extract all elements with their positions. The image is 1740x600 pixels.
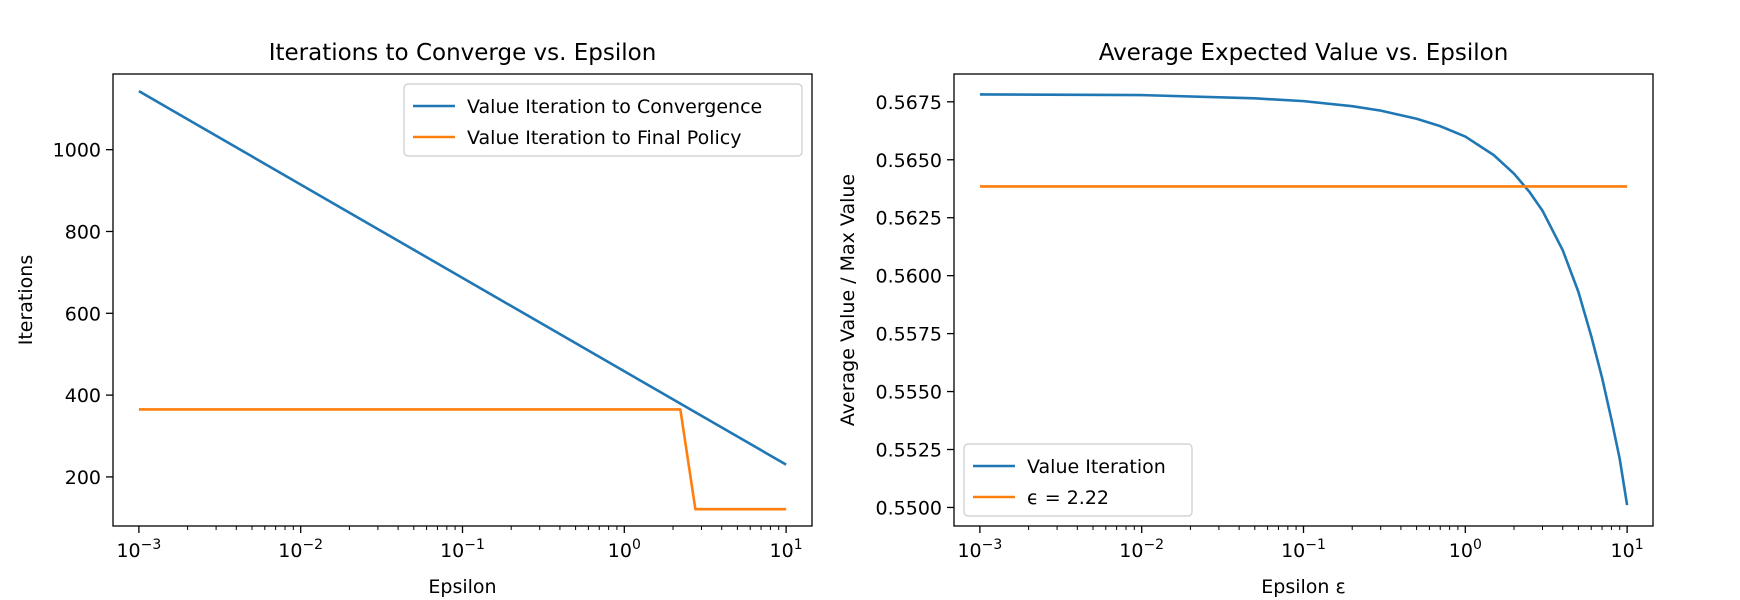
y-tick-label: 0.5550 (876, 382, 942, 404)
y-tick-label: 1000 (53, 140, 101, 162)
y-axis-label: Average Value / Max Value (837, 174, 859, 426)
series-lines (979, 93, 1629, 506)
y-tick-label: 600 (65, 303, 101, 325)
y-tick-label: 0.5525 (876, 440, 942, 462)
chart-title: Average Expected Value vs. Epsilon (1099, 40, 1509, 66)
series-line-1 (979, 93, 1629, 506)
y-tick-label: 800 (65, 221, 101, 243)
y-tick-label: 400 (65, 385, 101, 407)
x-tick-label: 10−3 (116, 537, 161, 562)
x-axis-label: Epsilon ε (1261, 576, 1346, 598)
x-tick-label: 10−2 (278, 537, 323, 562)
x-tick-label: 10−1 (440, 537, 485, 562)
y-tick-label: 0.5500 (876, 497, 942, 519)
chart-title: Iterations to Converge vs. Epsilon (269, 40, 657, 66)
chart-panel-1: Iterations to Converge vs. Epsilon 10−3 10… (15, 40, 813, 598)
legend-label: ϵ = 2.22 (1027, 487, 1109, 509)
x-tick-label: 100 (1449, 537, 1482, 562)
legend: Value Iteration to Convergence Value Iter… (403, 83, 803, 157)
y-tick-label: 0.5575 (876, 324, 942, 346)
x-tick-label: 101 (770, 537, 803, 562)
x-axis-label: Epsilon (428, 576, 496, 598)
legend-box (403, 83, 803, 157)
y-tick-label: 0.5650 (876, 150, 942, 172)
y-axis-label: Iterations (15, 255, 37, 346)
x-tick-label: 100 (608, 537, 641, 562)
series-line-2 (138, 408, 787, 511)
y-tick-label: 0.5625 (876, 208, 942, 230)
x-tick-label: 10−3 (957, 537, 1002, 562)
x-tick-label: 10−1 (1281, 537, 1326, 562)
legend-label: Value Iteration to Final Policy (467, 127, 741, 149)
legend-label: Value Iteration (1027, 456, 1166, 478)
chart-panel-2: Average Expected Value vs. Epsilon 10−3 10… (837, 40, 1654, 598)
series-lines (138, 90, 787, 511)
series-line-1 (138, 90, 787, 466)
legend: Value Iteration ϵ = 2.22 (963, 443, 1193, 517)
legend-box (963, 443, 1193, 517)
legend-label: Value Iteration to Convergence (467, 96, 762, 118)
y-tick-label: 0.5600 (876, 266, 942, 288)
x-tick-label: 101 (1611, 537, 1644, 562)
x-tick-label: 10−2 (1119, 537, 1164, 562)
y-tick-label: 0.5675 (876, 92, 942, 114)
y-tick-label: 200 (65, 467, 101, 489)
